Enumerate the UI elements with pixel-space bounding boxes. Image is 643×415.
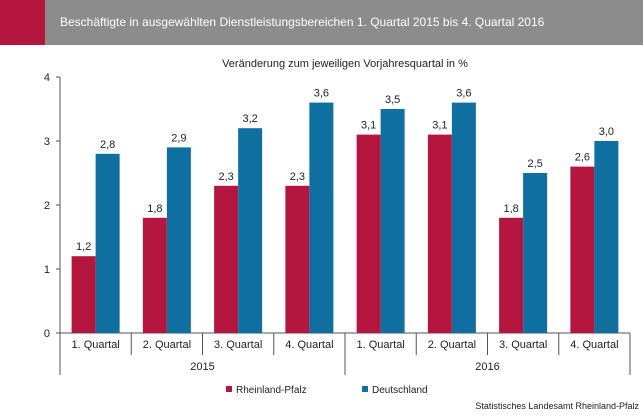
legend-label: Rheinland-Pfalz	[236, 385, 307, 396]
x-category-label: 4. Quartal	[570, 339, 618, 351]
y-tick-label: 4	[44, 72, 50, 84]
x-category-label: 4. Quartal	[285, 339, 333, 351]
chart-header-title: Beschäftigte in ausgewählten Dienstleist…	[60, 15, 545, 29]
header-accent-square	[0, 0, 45, 45]
bar-rheinland-pfalz	[285, 185, 310, 333]
legend-label: Deutschland	[372, 385, 428, 396]
bar-value-label: 2,9	[171, 132, 186, 144]
x-category-label: 1. Quartal	[356, 339, 404, 351]
bar-deutschland	[380, 109, 405, 333]
bar-deutschland	[238, 128, 263, 333]
y-tick-label: 3	[44, 136, 50, 148]
x-category-label: 2. Quartal	[143, 339, 191, 351]
bar-rheinland-pfalz	[71, 256, 96, 333]
bar-value-label: 3,2	[242, 113, 257, 125]
bar-value-label: 3,6	[314, 88, 329, 100]
bar-rheinland-pfalz	[499, 217, 524, 333]
bar-deutschland	[594, 141, 619, 333]
bar-deutschland	[523, 173, 548, 333]
bar-value-label: 3,1	[361, 120, 376, 132]
x-category-label: 3. Quartal	[214, 339, 262, 351]
legend-swatch-rheinland-pfalz	[226, 386, 232, 392]
y-tick-label: 1	[44, 264, 50, 276]
bar-value-label: 2,3	[218, 171, 233, 183]
y-tick-label: 0	[44, 328, 50, 340]
bar-value-label: 1,2	[76, 241, 91, 253]
bar-deutschland	[95, 153, 120, 333]
bar-rheinland-pfalz	[427, 134, 452, 333]
bar-value-label: 1,8	[503, 203, 518, 215]
bar-value-label: 3,5	[385, 94, 400, 106]
bar-value-label: 2,8	[100, 139, 115, 151]
bar-value-label: 2,5	[527, 158, 542, 170]
source-note: Statistisches Landesamt Rheinland-Pfalz	[475, 401, 639, 411]
chart-title: Veränderung zum jeweiligen Vorjahresquar…	[222, 58, 468, 70]
bar-value-label: 3,0	[599, 126, 614, 138]
y-tick-label: 2	[44, 200, 50, 212]
bar-value-label: 1,8	[147, 203, 162, 215]
header-bar: Beschäftigte in ausgewählten Dienstleist…	[0, 0, 643, 45]
bar-deutschland	[309, 102, 334, 333]
x-category-label: 3. Quartal	[499, 339, 547, 351]
bar-deutschland	[166, 147, 191, 333]
bar-value-label: 3,1	[432, 120, 447, 132]
bar-rheinland-pfalz	[214, 185, 239, 333]
x-category-label: 2. Quartal	[428, 339, 476, 351]
bar-value-label: 3,6	[456, 88, 471, 100]
chart-area: Veränderung zum jeweiligen Vorjahresquar…	[44, 58, 631, 396]
bar-value-label: 2,3	[290, 171, 305, 183]
bar-rheinland-pfalz	[570, 166, 595, 333]
bar-value-label: 2,6	[575, 152, 590, 164]
x-category-label: 1. Quartal	[71, 339, 119, 351]
bar-deutschland	[451, 102, 476, 333]
x-group-label: 2015	[190, 361, 214, 373]
bar-rheinland-pfalz	[356, 134, 381, 333]
legend-swatch-deutschland	[362, 386, 368, 392]
bar-rheinland-pfalz	[142, 217, 167, 333]
x-group-label: 2016	[475, 361, 499, 373]
